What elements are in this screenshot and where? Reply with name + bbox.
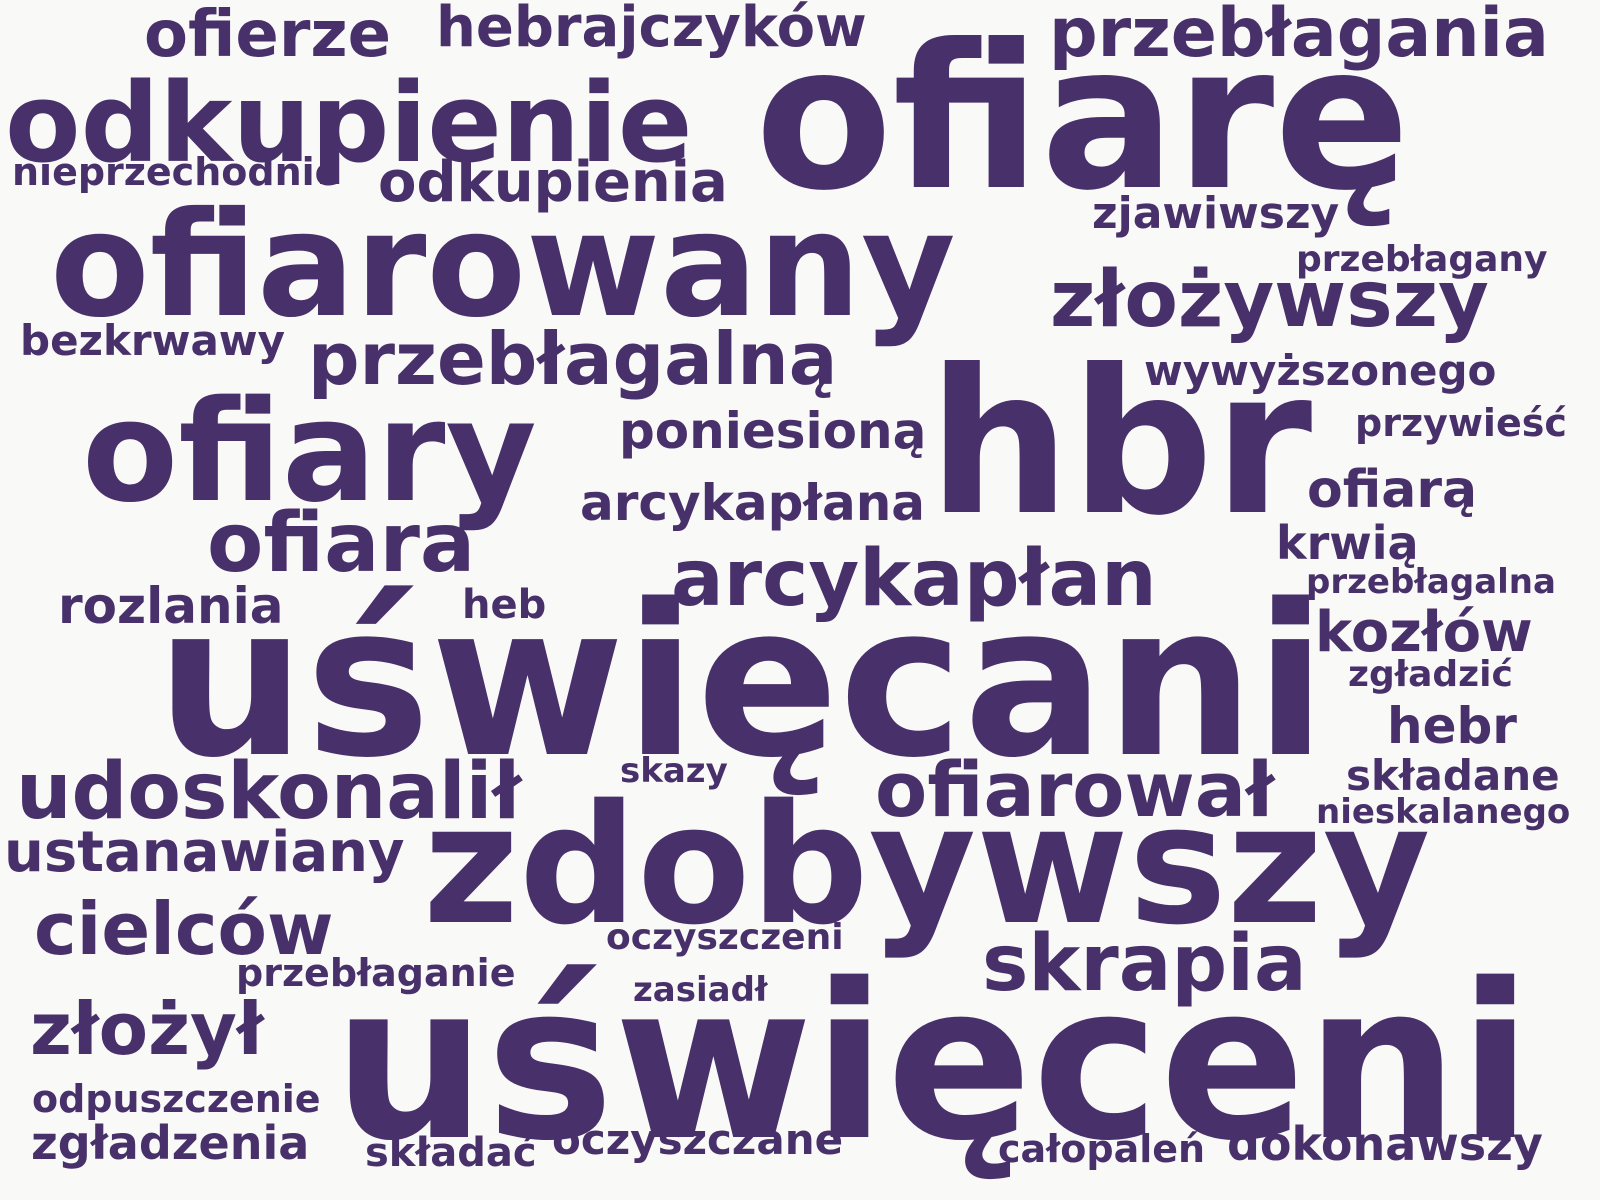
word-cielcow: cielców <box>34 887 334 971</box>
word-odkupienie: odkupienie <box>5 59 693 187</box>
word-ofierze: ofierze <box>144 0 392 72</box>
word-ofiarowany: ofiarowany <box>50 181 956 350</box>
word-zlozywszy: złożywszy <box>1050 255 1489 345</box>
word-hbr: hbr <box>928 327 1313 560</box>
word-rozlania: rozlania <box>58 577 284 635</box>
word-nieskalanego: nieskalanego <box>1316 792 1571 832</box>
word-arcykaplana: arcykapłana <box>580 474 926 532</box>
word-nieprzechodnie: nieprzechodnie <box>12 150 341 194</box>
word-oczyszczeni: oczyszczeni <box>606 917 844 958</box>
word-ofiarowal: ofiarował <box>875 745 1275 834</box>
word-uswieceni: uświęceni <box>333 937 1533 1188</box>
word-ofiary: ofiary <box>82 371 537 534</box>
word-skladane: składane <box>1346 751 1560 800</box>
word-kozlow: kozłów <box>1315 600 1533 665</box>
word-wywyzszonego: wywyższonego <box>1144 346 1497 395</box>
word-skazy: skazy <box>620 751 728 791</box>
word-przywiesc: przywieść <box>1355 401 1567 445</box>
word-odkupienia: odkupienia <box>378 150 728 215</box>
word-calopalen: całopaleń <box>998 1127 1206 1171</box>
word-zgladzenia: zgładzenia <box>31 1116 310 1170</box>
word-oczyszczane: oczyszczane <box>552 1115 844 1164</box>
word-przeblagany: przebłagany <box>1296 239 1548 280</box>
word-bezkrwawy: bezkrwawy <box>20 316 285 365</box>
word-skrapia: skrapia <box>982 919 1307 1009</box>
word-przeblagania: przebłagania <box>1049 0 1549 73</box>
word-hebr: hebr <box>1387 697 1517 755</box>
word-ofiara-inst: ofiarą <box>1307 460 1478 520</box>
word-udoskonalil: udoskonalił <box>16 747 522 837</box>
word-skladac: składać <box>365 1130 537 1176</box>
word-hebrajczykow: hebrajczyków <box>436 0 867 60</box>
word-uswiecani: uświęcani <box>156 559 1327 804</box>
word-przeblagalna-acc: przebłagalną <box>308 317 838 401</box>
word-odpuszczenie: odpuszczenie <box>32 1077 321 1121</box>
word-dokonawszy: dokonawszy <box>1227 1117 1543 1171</box>
word-przeblaganie: przebłaganie <box>236 951 516 995</box>
word-przeblagalna: przebłagalna <box>1306 562 1556 602</box>
word-zjawiwszy: zjawiwszy <box>1092 188 1340 239</box>
word-heb: heb <box>462 582 547 628</box>
word-zgladzic: zgładzić <box>1348 654 1513 695</box>
word-zlozyl: złożył <box>30 987 264 1071</box>
word-ustanawiany: ustanawiany <box>4 820 405 885</box>
word-ofiara: ofiara <box>207 496 476 591</box>
word-arcykaplan: arcykapłan <box>671 534 1157 624</box>
word-zasiadl: zasiadł <box>633 970 768 1010</box>
word-ofiare: ofiarę <box>755 2 1410 235</box>
word-poniesiona: poniesioną <box>619 402 927 460</box>
word-zdobywszy: zdobywszy <box>423 769 1431 961</box>
word-krwia: krwią <box>1276 516 1419 570</box>
